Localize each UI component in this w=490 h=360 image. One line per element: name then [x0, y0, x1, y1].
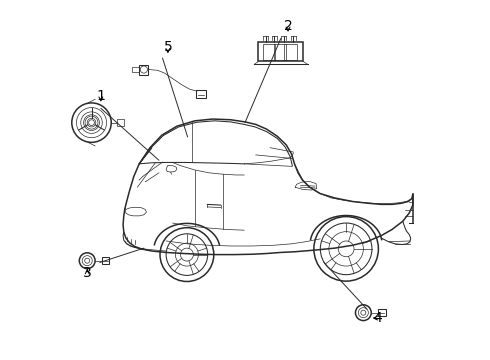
Text: 3: 3 [83, 266, 92, 280]
Text: 5: 5 [164, 40, 172, 54]
Text: 2: 2 [284, 19, 293, 33]
Text: 1: 1 [97, 89, 105, 103]
Text: 4: 4 [373, 311, 382, 325]
